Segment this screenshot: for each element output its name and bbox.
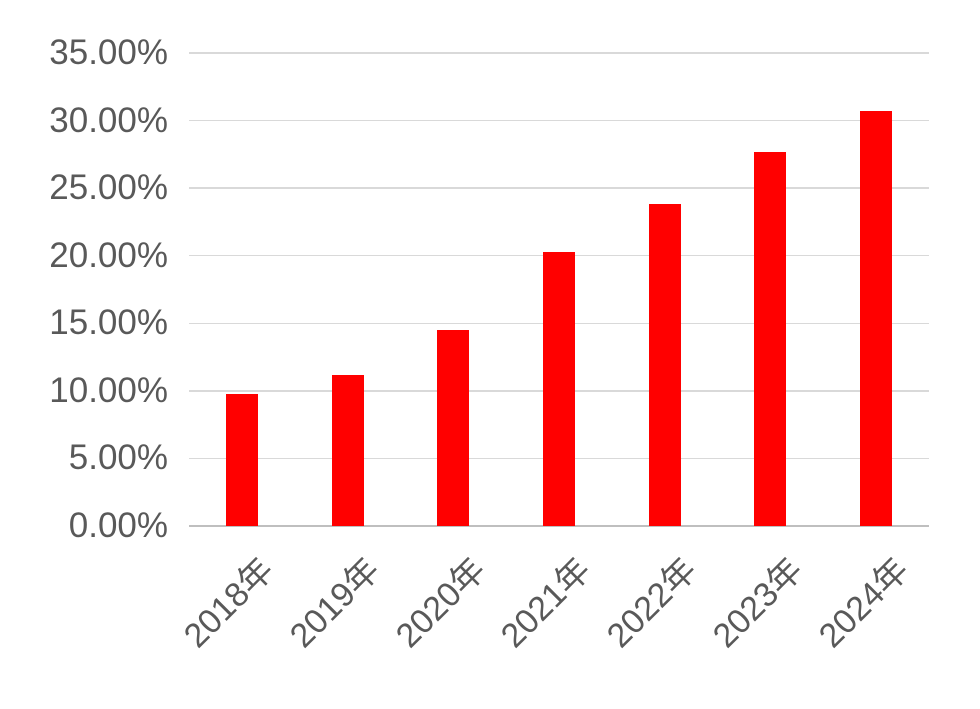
x-tick-label: 2018年 (177, 550, 282, 656)
y-tick-label: 10.00% (49, 370, 168, 410)
y-tick-label: 15.00% (49, 303, 168, 343)
bar-2023年 (754, 151, 787, 526)
y-tick-label: 25.00% (49, 168, 168, 208)
y-tick-label: 35.00% (49, 33, 168, 72)
y-tick-label: 0.00% (68, 506, 168, 545)
y-tick-label: 20.00% (49, 235, 168, 275)
y-tick-label: 5.00% (68, 438, 168, 478)
x-tick-label: 2024年 (811, 550, 916, 656)
gridline (189, 187, 929, 189)
bar-2020年 (437, 330, 470, 526)
x-tick-label: 2021年 (494, 550, 599, 656)
x-axis-line (189, 525, 929, 527)
x-tick-label: 2022年 (599, 550, 705, 656)
plot-area (189, 52, 929, 527)
y-tick-label: 30.00% (49, 100, 168, 140)
x-tick-label: 2023年 (705, 550, 811, 656)
bar-2022年 (648, 204, 681, 526)
gridline (189, 52, 929, 54)
bar-2024年 (860, 111, 893, 526)
x-tick-label: 2020年 (388, 550, 493, 656)
bar-2018年 (225, 393, 258, 526)
gridline (189, 119, 929, 122)
bar-2019年 (331, 374, 364, 526)
bar-2021年 (543, 251, 575, 526)
x-tick-label: 2019年 (282, 550, 388, 656)
